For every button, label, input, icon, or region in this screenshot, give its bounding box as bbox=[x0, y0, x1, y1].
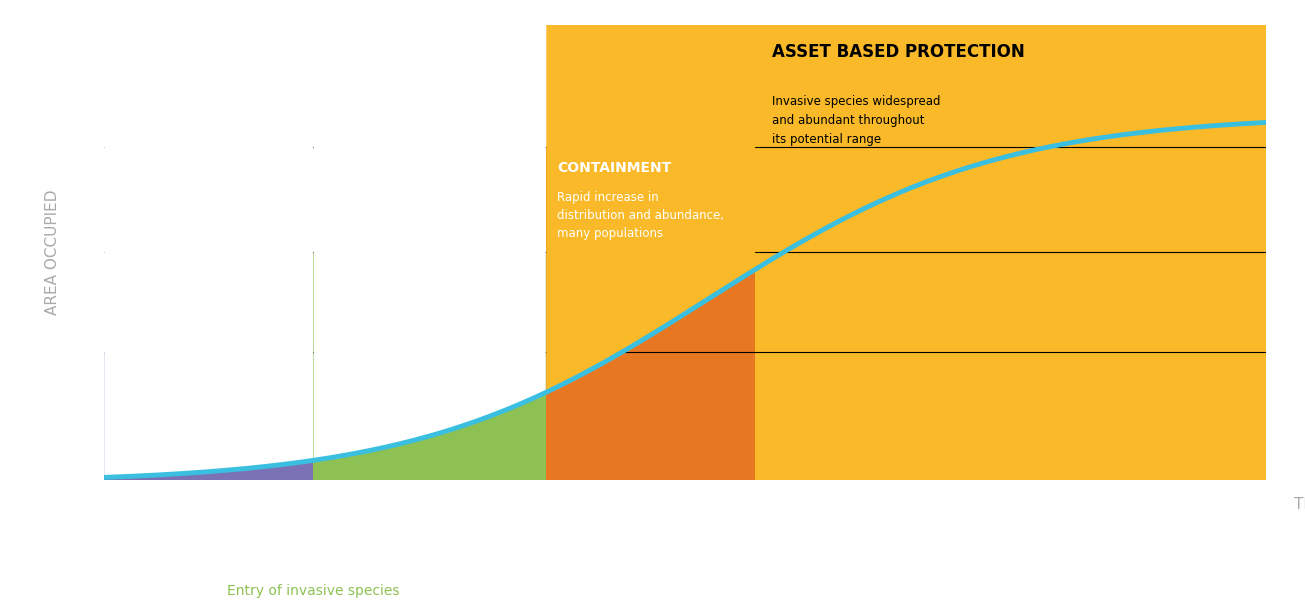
Text: PREVENTION: PREVENTION bbox=[116, 366, 217, 380]
Text: ASSET BASED PROTECTION: ASSET BASED PROTECTION bbox=[773, 43, 1024, 61]
Text: Species absent: Species absent bbox=[116, 395, 205, 408]
Text: Small number of
localised populations: Small number of localised populations bbox=[325, 295, 450, 327]
Bar bbox=[754, 25, 1266, 480]
Text: AREA OCCUPIED: AREA OCCUPIED bbox=[44, 189, 60, 315]
Text: CONTAINMENT: CONTAINMENT bbox=[557, 161, 672, 175]
Bar bbox=[313, 252, 545, 480]
Text: Entry of invasive species: Entry of invasive species bbox=[227, 584, 399, 598]
Text: Rapid increase in
distribution and abundance,
many populations: Rapid increase in distribution and abund… bbox=[557, 191, 724, 240]
Bar bbox=[104, 352, 313, 480]
Bar bbox=[545, 148, 754, 480]
Text: Invasive species widespread
and abundant throughout
its potential range: Invasive species widespread and abundant… bbox=[773, 95, 941, 146]
Text: ERADICATION: ERADICATION bbox=[325, 266, 431, 280]
Text: TIME: TIME bbox=[1295, 498, 1305, 512]
